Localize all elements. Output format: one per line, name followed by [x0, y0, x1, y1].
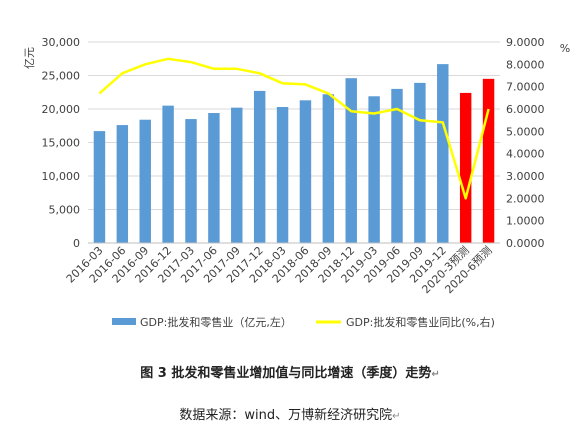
left-tick-label: 0	[73, 237, 80, 250]
bar	[208, 113, 220, 244]
bar	[231, 107, 243, 243]
paragraph-mark: ↵	[431, 369, 440, 380]
left-tick-label: 25,000	[42, 70, 81, 83]
left-axis: 0 5,000 10,000 15,000 20,000 25,000 30,000	[42, 36, 81, 250]
right-tick-label: 6.0000	[506, 103, 545, 116]
right-tick-label: 2.0000	[506, 192, 545, 205]
bar	[459, 92, 472, 243]
chart: 0 5,000 10,000 15,000 20,000 25,000 30,000 0.0…	[23, 36, 570, 329]
legend-label-bar: GDP:批发和零售业（亿元,左）	[140, 315, 292, 329]
paragraph-mark: ↵	[392, 411, 401, 422]
right-tick-label: 1.0000	[506, 215, 545, 228]
bar	[345, 78, 357, 244]
bar	[368, 96, 380, 244]
right-tick-label: 3.0000	[506, 170, 545, 183]
figure-title-text: 图 3 批发和零售业增加值与同比增速（季度）走势	[140, 366, 432, 381]
left-axis-unit: 亿元	[23, 47, 36, 69]
left-tick-label: 5,000	[49, 204, 81, 217]
legend-label-line: GDP:批发和零售业同比(%,右)	[346, 315, 495, 329]
x-axis: 2016-032016-062016-092016-122017-032017-…	[64, 242, 500, 296]
data-source: 数据来源：wind、万博新经济研究院↵	[0, 404, 580, 423]
bar	[116, 125, 129, 243]
right-tick-label: 4.0000	[506, 148, 545, 161]
left-tick-label: 30,000	[42, 36, 81, 49]
bar-series	[93, 64, 495, 244]
right-tick-label: 0.0000	[506, 237, 545, 250]
bar	[437, 64, 449, 243]
gridlines	[88, 41, 500, 210]
right-tick-label: 5.0000	[506, 125, 545, 138]
right-axis-unit: %	[560, 42, 570, 55]
bar	[185, 119, 197, 243]
data-source-text: 数据来源：wind、万博新经济研究院	[179, 408, 393, 423]
right-tick-label: 8.0000	[506, 58, 545, 71]
right-tick-label: 9.0000	[506, 36, 545, 49]
bar	[93, 131, 106, 243]
left-tick-label: 15,000	[42, 137, 81, 150]
line-series	[98, 57, 490, 200]
bar	[482, 78, 495, 243]
bar	[253, 90, 266, 243]
figure-title: 图 3 批发和零售业增加值与同比增速（季度）走势↵	[0, 362, 580, 381]
bar	[391, 88, 403, 244]
growth-line	[98, 57, 490, 200]
bar	[414, 82, 426, 244]
bar	[322, 94, 335, 243]
bar	[276, 106, 289, 244]
bar	[299, 100, 312, 243]
right-tick-label: 7.0000	[506, 81, 545, 94]
left-tick-label: 20,000	[42, 103, 81, 116]
bar	[162, 105, 174, 244]
bar	[139, 119, 151, 243]
right-axis: 0.0000 1.0000 2.0000 3.0000 4.0000 5.0000 6.00…	[506, 36, 545, 250]
legend-swatch-bar	[112, 318, 136, 325]
left-tick-label: 10,000	[42, 170, 81, 183]
legend: GDP:批发和零售业（亿元,左） GDP:批发和零售业同比(%,右)	[112, 315, 495, 329]
